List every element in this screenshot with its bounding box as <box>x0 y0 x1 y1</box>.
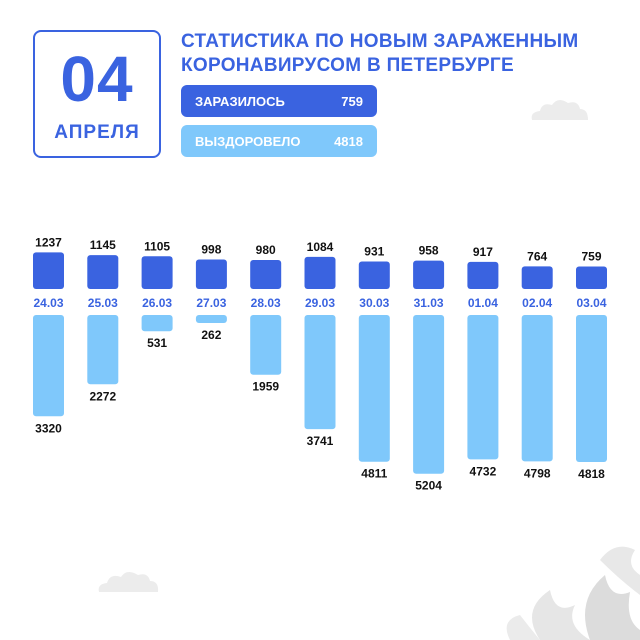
date-month: АПРЕЛЯ <box>54 122 140 143</box>
recovered-value-label: 3320 <box>35 421 62 435</box>
recovered-value-label: 4798 <box>524 466 551 480</box>
infected-value-label: 1105 <box>144 239 170 253</box>
infected-bar <box>304 256 336 289</box>
infected-summary: ЗАРАЗИЛОСЬ 759 <box>181 85 377 117</box>
infected-value-label: 1237 <box>35 235 62 249</box>
infected-bar <box>358 261 390 289</box>
infected-value-label: 931 <box>364 244 384 258</box>
infected-label: ЗАРАЗИЛОСЬ <box>195 93 285 109</box>
infected-value-label: 1084 <box>307 240 334 254</box>
recovered-summary: ВЫЗДОРОВЕЛО 4818 <box>181 125 377 157</box>
infected-value-label: 759 <box>581 250 601 264</box>
infected-value-label: 980 <box>256 243 276 257</box>
date-tick-label: 28.03 <box>251 296 281 310</box>
date-tick-label: 01.04 <box>468 296 498 310</box>
date-tick-label: 29.03 <box>305 296 335 310</box>
recovered-label: ВЫЗДОРОВЕЛО <box>195 133 301 149</box>
recovered-value-label: 2272 <box>89 389 116 403</box>
recovered-value-label: 262 <box>201 328 221 342</box>
infected-value-label: 917 <box>473 245 493 259</box>
cloud-icon <box>531 99 588 120</box>
recovered-value: 4818 <box>334 133 363 149</box>
date-tick-label: 24.03 <box>33 296 63 310</box>
infected-value-label: 998 <box>201 242 221 256</box>
recovered-bar <box>141 315 173 332</box>
recovered-bar <box>304 315 336 430</box>
infected-bar <box>467 261 499 289</box>
date-tick-label: 03.04 <box>576 296 606 310</box>
title-line-2: КОРОНАВИРУСОМ В ПЕТЕРБУРГЕ <box>181 55 514 76</box>
date-tick-label: 27.03 <box>196 296 226 310</box>
infected-bar <box>576 266 607 289</box>
recovered-value-label: 4732 <box>470 464 497 478</box>
infected-bar <box>413 260 445 289</box>
page-title: СТАТИСТИКА ПО НОВЫМ ЗАРАЖЕННЫМ КОРОНАВИР… <box>181 30 611 78</box>
date-day: 04 <box>60 43 134 115</box>
infected-value-label: 958 <box>419 244 439 258</box>
date-tick-label: 31.03 <box>414 296 444 310</box>
infected-bar <box>33 252 64 289</box>
leaves-decoration-icon <box>506 546 640 640</box>
recovered-bar <box>250 315 282 375</box>
cloud-icon <box>98 571 159 592</box>
recovered-value-label: 5204 <box>415 479 442 493</box>
recovered-value-label: 531 <box>147 336 167 350</box>
date-tick-label: 26.03 <box>142 296 172 310</box>
recovered-value-label: 4811 <box>361 467 387 481</box>
infected-value: 759 <box>341 93 363 109</box>
recovered-bar <box>358 315 390 462</box>
recovered-bar <box>195 315 227 323</box>
infected-bar <box>195 259 227 289</box>
date-tick-label: 02.04 <box>522 296 552 310</box>
date-tick-label: 25.03 <box>88 296 118 310</box>
infected-bar <box>521 266 553 289</box>
date-tick-label: 30.03 <box>359 296 389 310</box>
recovered-bar <box>521 315 553 462</box>
recovered-bar <box>467 315 499 460</box>
recovered-bar <box>413 315 445 474</box>
recovered-value-label: 4818 <box>578 467 605 481</box>
infected-bar <box>87 255 119 289</box>
recovered-bar <box>87 315 119 385</box>
recovered-value-label: 1959 <box>252 380 279 394</box>
date-box: 04 АПРЕЛЯ <box>33 30 161 158</box>
title-line-1: СТАТИСТИКА ПО НОВЫМ ЗАРАЖЕННЫМ <box>181 31 579 52</box>
recovered-bar <box>576 315 607 462</box>
recovered-value-label: 3741 <box>307 434 334 448</box>
infected-bar <box>141 256 173 289</box>
infected-value-label: 1145 <box>90 238 116 252</box>
infected-bar <box>250 259 282 289</box>
recovered-bar <box>33 315 64 417</box>
infected-value-label: 764 <box>527 249 547 263</box>
